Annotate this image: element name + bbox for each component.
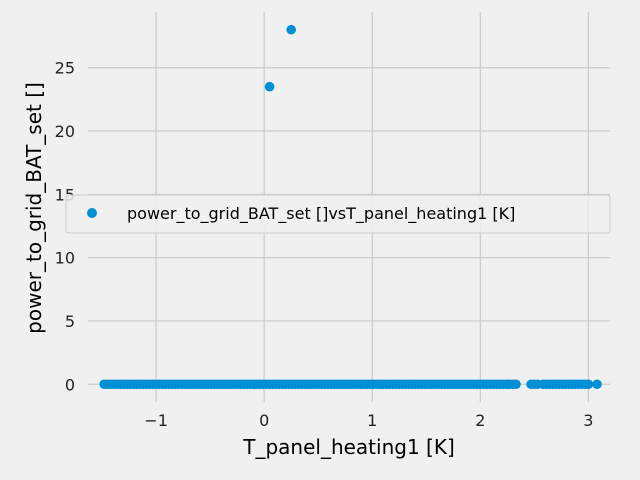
x-tick-labels: −1 0 1 2 3 (144, 411, 593, 430)
data-point (286, 24, 296, 35)
y-tick-label: 0 (65, 375, 75, 394)
data-point (511, 379, 521, 390)
y-tick-label: 25 (55, 59, 75, 78)
y-axis-label: power_to_grid_BAT_set [] (22, 82, 46, 334)
legend-marker (87, 208, 97, 218)
data-point (264, 81, 275, 92)
y-tick-label: 5 (65, 312, 75, 331)
legend-box (65, 194, 611, 234)
x-tick-label: 0 (259, 411, 269, 430)
data-points (99, 24, 602, 390)
x-tick-label: 2 (475, 411, 485, 430)
legend: power_to_grid_BAT_set []vsT_panel_heatin… (65, 194, 611, 234)
x-tick-label: −1 (144, 411, 168, 430)
x-tick-label: 3 (583, 411, 593, 430)
y-tick-label: 20 (55, 122, 75, 141)
y-tick-label: 10 (55, 249, 75, 268)
x-axis-label: T_panel_heating1 [K] (242, 435, 455, 459)
x-tick-label: 1 (367, 411, 377, 430)
data-point (592, 379, 602, 390)
legend-label: power_to_grid_BAT_set []vsT_panel_heatin… (127, 204, 515, 224)
data-point (583, 379, 594, 390)
